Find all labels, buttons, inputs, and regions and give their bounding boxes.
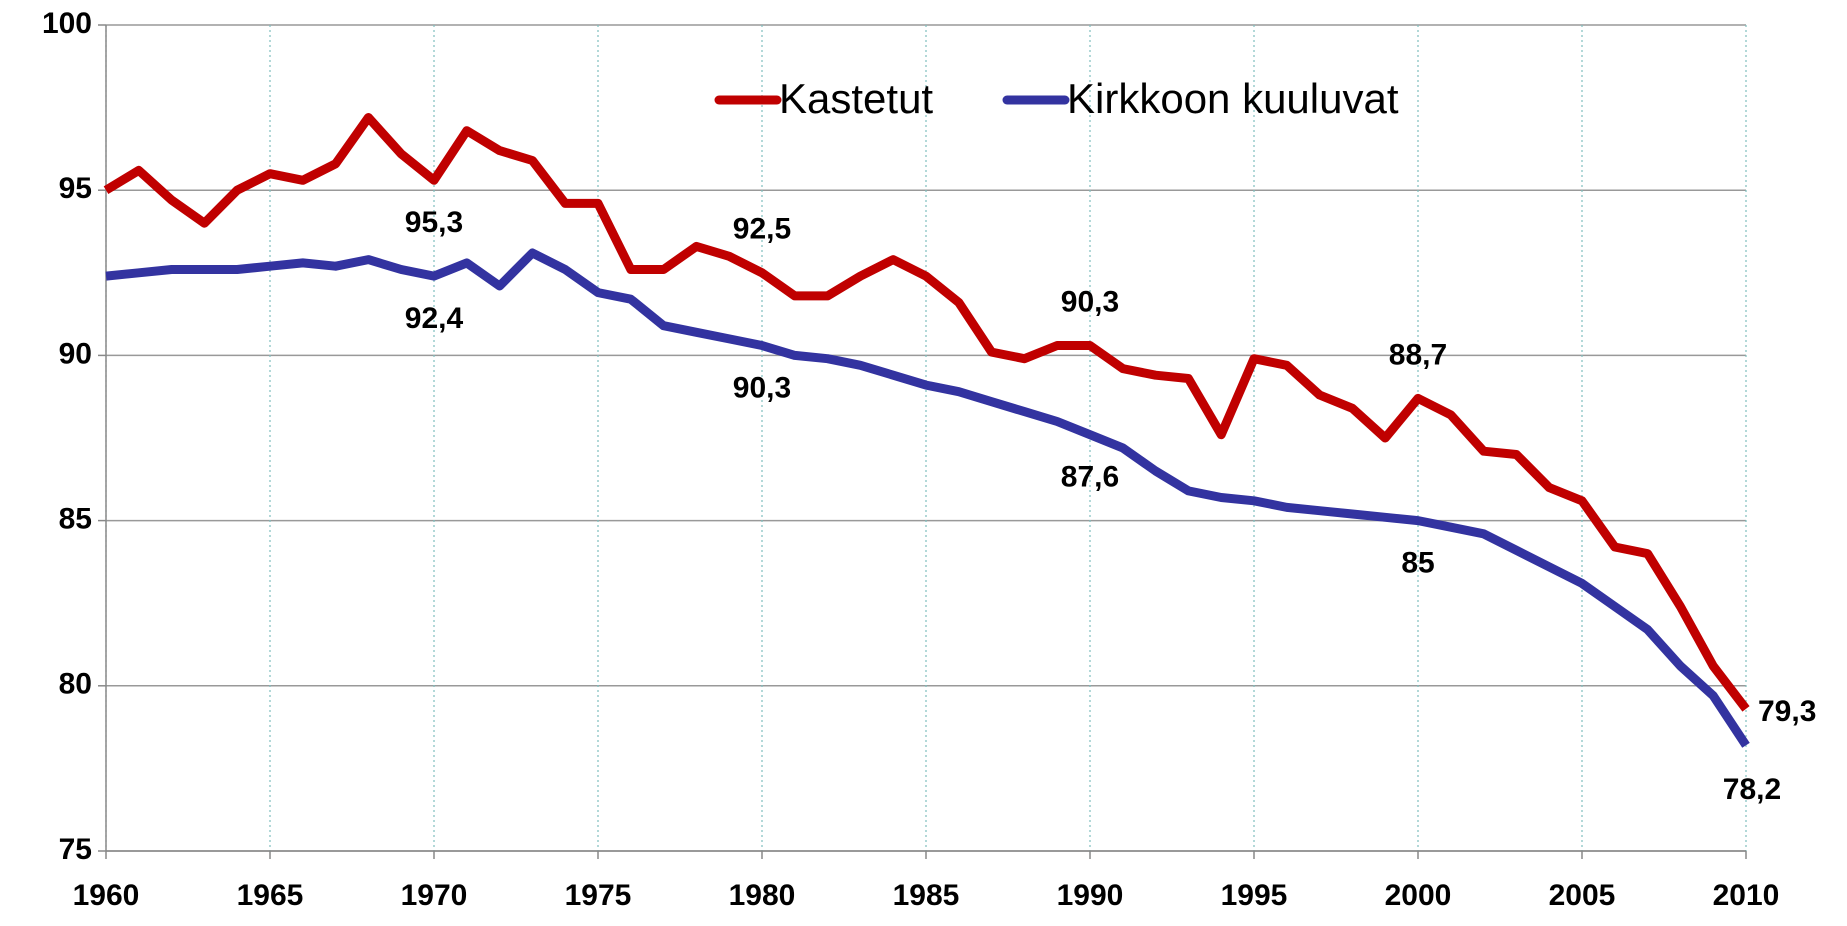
x-tick-label: 1995 [1221,879,1288,912]
y-tick-label: 100 [42,7,92,40]
x-tick-label: 1980 [729,879,796,912]
data-label: 90,3 [733,371,791,404]
data-label: 90,3 [1061,285,1119,318]
y-tick-label: 75 [59,833,92,866]
legend-label: Kirkkoon kuuluvat [1067,75,1399,122]
y-tick-label: 95 [59,172,92,205]
x-tick-label: 2000 [1385,879,1452,912]
data-label: 92,5 [733,213,791,246]
x-tick-label: 1985 [893,879,960,912]
x-tick-label: 1965 [237,879,304,912]
data-label: 87,6 [1061,461,1119,494]
data-label: 95,3 [405,206,463,239]
data-label: 88,7 [1389,338,1447,371]
x-tick-label: 1960 [73,879,140,912]
y-tick-label: 80 [59,668,92,701]
y-tick-label: 85 [59,503,92,536]
line-series [105,248,1750,748]
x-tick-label: 2005 [1549,879,1616,912]
data-label: 85 [1401,547,1434,580]
y-tick-label: 90 [59,337,92,370]
data-label: 79,3 [1758,695,1816,728]
x-tick-label: 1975 [565,879,632,912]
legend-label: Kastetut [779,75,933,122]
line-series [103,113,1750,712]
data-label: 92,4 [405,302,464,335]
x-tick-label: 2010 [1713,879,1780,912]
x-tick-label: 1990 [1057,879,1124,912]
x-tick-label: 1970 [401,879,468,912]
data-label: 78,2 [1723,773,1781,806]
